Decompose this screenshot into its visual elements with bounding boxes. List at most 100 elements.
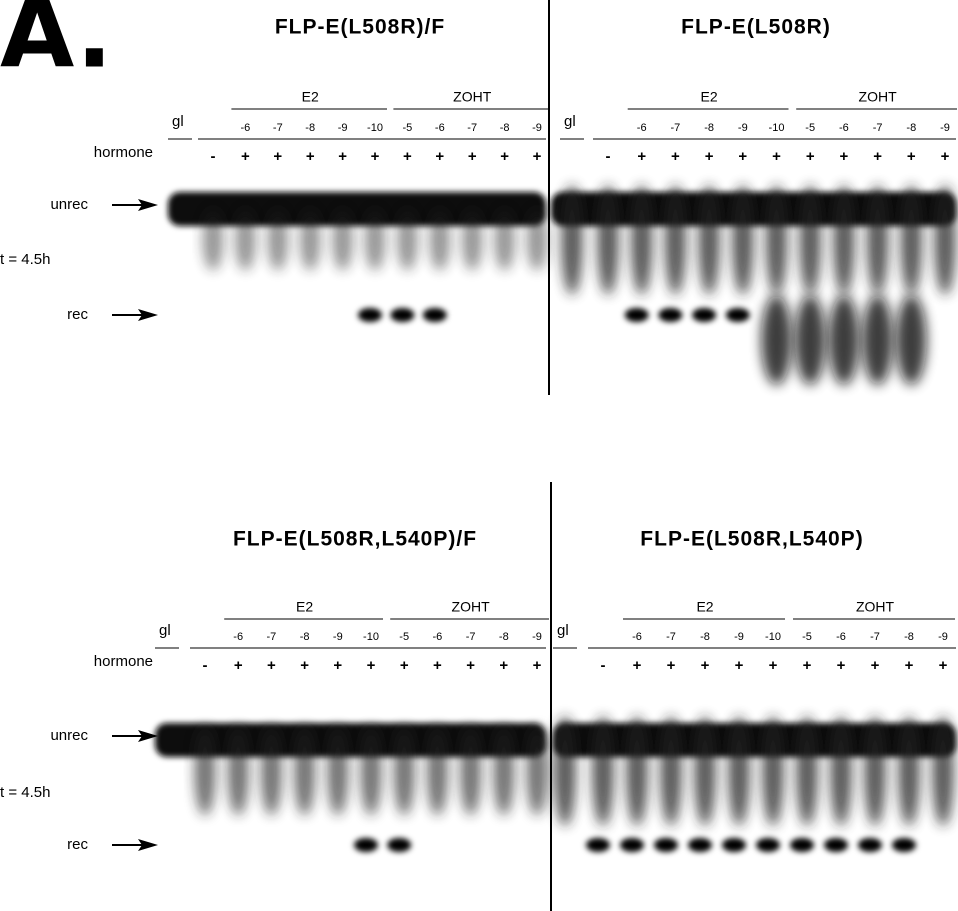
hormone-sign: + [400, 657, 409, 674]
hormone-sign: + [941, 148, 950, 165]
concentration: -7 [873, 122, 883, 134]
lane-smear [898, 716, 920, 826]
hormone-sign: + [267, 657, 276, 674]
concentration: -6 [233, 631, 243, 643]
concentration: -9 [333, 631, 343, 643]
hormone-sign: + [273, 148, 282, 165]
lane-smear [728, 716, 750, 826]
lane-smear [796, 716, 818, 826]
rec-band [892, 838, 916, 852]
rec-band [625, 308, 649, 322]
concentration: -8 [906, 122, 916, 134]
lane-smear [300, 210, 321, 271]
concentration: -8 [305, 122, 315, 134]
hormone-sign: + [234, 657, 243, 674]
lane-smear [429, 210, 450, 271]
lane-smear [631, 185, 653, 295]
rec-band [620, 838, 644, 852]
rec-band [390, 308, 414, 322]
rec-band [654, 838, 678, 852]
concentration: -5 [403, 122, 413, 134]
concentration: -9 [338, 122, 348, 134]
hormone-sign: + [435, 148, 444, 165]
lane-smear [294, 727, 315, 816]
hormone-sign: - [203, 657, 208, 674]
hormone-sign: + [241, 148, 250, 165]
concentration: -8 [499, 631, 509, 643]
rec-band [824, 838, 848, 852]
hormone-label: hormone [94, 653, 153, 670]
group-label: E2 [296, 599, 313, 615]
concentration: -6 [241, 122, 251, 134]
hormone-sign: + [637, 148, 646, 165]
rec-band [423, 308, 447, 322]
rec-band [858, 838, 882, 852]
hormone-sign: + [338, 148, 347, 165]
lane-smear [427, 727, 448, 816]
rec-label: rec [67, 836, 88, 853]
hormone-sign: - [211, 148, 216, 165]
concentration: -6 [637, 122, 647, 134]
gel-title: FLP-E(L508R,L540P) [640, 528, 863, 551]
hormone-sign: + [533, 657, 542, 674]
rec-band [688, 838, 712, 852]
rec-label: rec [67, 306, 88, 323]
concentration: -6 [839, 122, 849, 134]
hormone-sign: + [466, 657, 475, 674]
lane-smear [554, 716, 576, 826]
hormone-sign: + [735, 657, 744, 674]
concentration: -7 [666, 631, 676, 643]
concentration: -5 [805, 122, 815, 134]
hormone-sign: + [433, 657, 442, 674]
lane-smear [660, 716, 682, 826]
lane-smear [932, 716, 954, 826]
hormone-sign: + [769, 657, 778, 674]
lane-smear [864, 716, 886, 826]
hormone-sign: + [803, 657, 812, 674]
lane-smear [460, 727, 481, 816]
hormone-sign: + [333, 657, 342, 674]
concentration: -5 [802, 631, 812, 643]
lane-smear [203, 210, 224, 271]
hormone-sign: + [871, 657, 880, 674]
lane-smear [527, 210, 548, 271]
rec-band [726, 308, 750, 322]
concentration: -8 [300, 631, 310, 643]
rec-smear [761, 295, 791, 385]
hormone-sign: - [606, 148, 611, 165]
hormone-label: hormone [94, 144, 153, 161]
concentration: -7 [267, 631, 277, 643]
concentration: -6 [433, 631, 443, 643]
rec-band [722, 838, 746, 852]
rec-smear [862, 295, 892, 385]
group-label: E2 [701, 89, 718, 105]
lane-smear [397, 210, 418, 271]
group-label: ZOHT [859, 89, 898, 105]
lane-smear [830, 716, 852, 826]
concentration: -7 [273, 122, 283, 134]
concentration: -7 [467, 122, 477, 134]
unrec-label: unrec [50, 727, 88, 744]
lane-smear [901, 185, 923, 295]
concentration: -9 [532, 631, 542, 643]
concentration: -7 [870, 631, 880, 643]
rec-band [692, 308, 716, 322]
hormone-sign: + [907, 148, 916, 165]
gel-title: FLP-E(L508R)/F [275, 16, 445, 39]
gel-image [155, 716, 956, 852]
control-label: gl [172, 113, 184, 130]
unrec-label: unrec [50, 196, 88, 213]
hormone-sign: + [533, 148, 542, 165]
lane-smear [332, 210, 353, 271]
lane-smear [799, 185, 821, 295]
group-label: ZOHT [452, 599, 491, 615]
lane-smear [493, 727, 514, 816]
lane-smear [526, 727, 547, 816]
lane-smear [867, 185, 889, 295]
group-label: ZOHT [856, 599, 895, 615]
concentration: -8 [700, 631, 710, 643]
lane-smear [267, 210, 288, 271]
control-label: gl [557, 622, 569, 639]
lane-smear [235, 210, 256, 271]
hormone-sign: + [738, 148, 747, 165]
